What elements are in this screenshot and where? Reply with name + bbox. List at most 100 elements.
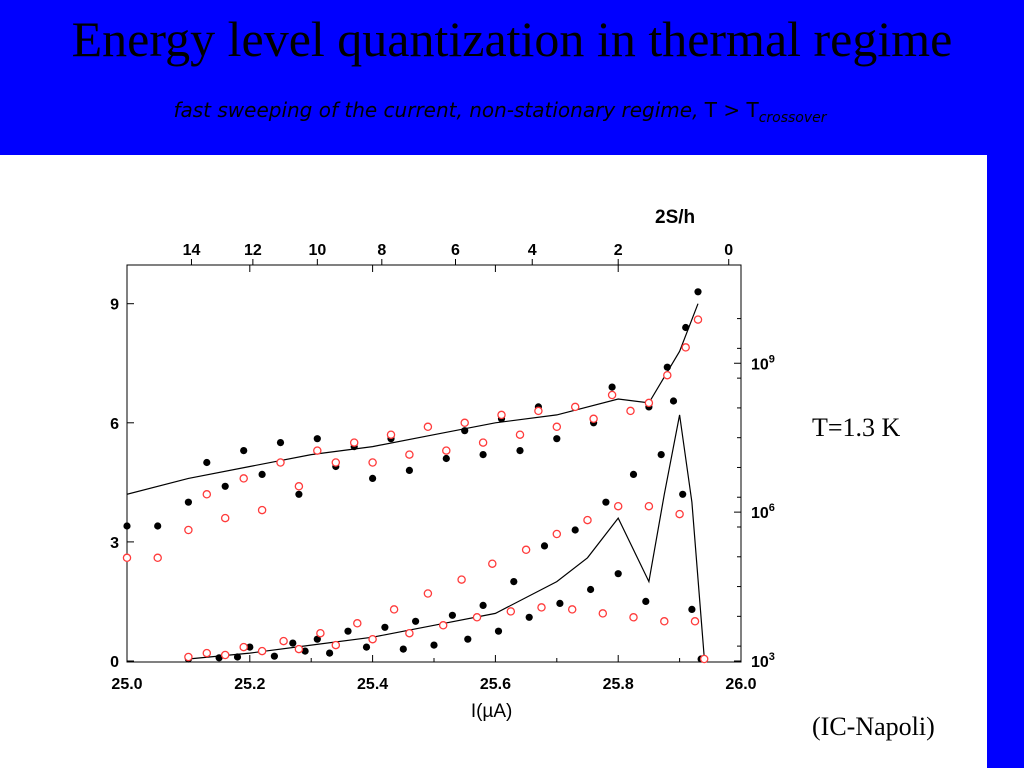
y-tick-label: 6 [110, 416, 119, 433]
data-point-filled-upper [203, 458, 211, 467]
data-point-open-lower [279, 636, 288, 646]
data-point-open-upper [478, 438, 488, 447]
data-point-open-lower [567, 605, 577, 614]
right-tick-label: 106 [751, 502, 775, 522]
data-point-filled-lower [510, 578, 518, 586]
x-axis-label: I(µA) [471, 701, 513, 722]
data-point-filled-lower [430, 641, 438, 649]
data-point-open-lower [613, 501, 623, 511]
data-point-filled-lower [233, 653, 242, 661]
data-point-open-lower [521, 545, 531, 555]
data-point-open-upper [460, 418, 469, 428]
data-point-open-upper [331, 458, 341, 467]
data-point-open-lower [552, 529, 562, 539]
data-point-filled-upper [663, 363, 671, 371]
data-point-filled-upper [369, 474, 377, 482]
data-point-filled-lower [479, 601, 487, 609]
data-point-filled-lower [688, 605, 696, 613]
data-point-filled-upper [184, 498, 192, 506]
x-tick-label: 25.8 [603, 676, 634, 693]
data-point-open-lower [583, 515, 592, 525]
data-point-open-upper [276, 458, 285, 467]
data-point-open-upper [153, 553, 162, 563]
data-point-filled-lower [679, 490, 687, 498]
data-point-open-lower [389, 605, 399, 614]
data-point-filled-lower [344, 627, 352, 635]
data-point-filled-upper [461, 427, 469, 435]
data-point-filled-lower [540, 542, 549, 550]
data-point-filled-upper [516, 447, 524, 455]
data-point-open-lower [699, 654, 709, 664]
data-point-filled-upper [123, 522, 131, 530]
data-point-open-upper [515, 430, 525, 439]
top-tick-label: 6 [451, 242, 460, 259]
data-point-open-lower [660, 617, 669, 626]
data-point-filled-lower [301, 647, 309, 655]
data-point-open-lower [316, 628, 325, 638]
x-tick-label: 25.6 [480, 676, 511, 693]
data-point-open-upper [386, 430, 396, 439]
data-point-filled-lower [657, 451, 665, 459]
data-point-open-lower [353, 619, 362, 628]
right-tick-label: 103 [751, 651, 775, 671]
x-tick-label: 25.2 [234, 676, 265, 693]
data-point-open-upper [294, 482, 304, 491]
data-point-open-lower [184, 652, 193, 662]
data-point-open-lower [423, 589, 433, 598]
data-point-filled-lower [246, 643, 254, 651]
subtitle-temperature-relation: T > T [704, 98, 759, 122]
data-point-open-lower [537, 603, 546, 612]
data-point-filled-upper [276, 439, 285, 447]
data-point-open-lower [368, 634, 377, 644]
top-tick-label: 4 [528, 242, 537, 259]
data-point-open-lower [405, 628, 414, 638]
data-point-open-upper [239, 474, 248, 483]
y-tick-label: 9 [110, 297, 119, 314]
data-point-open-lower [438, 621, 448, 630]
data-point-open-lower [690, 617, 700, 626]
credit-label: (IC-Napoli) [812, 712, 935, 741]
subtitle-text: fast sweeping of the current, non-statio… [173, 98, 705, 122]
data-point-open-lower [331, 640, 341, 650]
data-point-filled-upper [405, 466, 413, 474]
data-point-open-lower [644, 501, 654, 511]
data-point-open-lower [629, 613, 638, 622]
data-point-filled-lower [571, 526, 579, 534]
data-point-open-upper [626, 406, 635, 416]
data-point-filled-upper [240, 447, 248, 455]
data-point-filled-lower [448, 611, 456, 619]
slide-title: Energy level quantization in thermal reg… [71, 11, 953, 67]
data-point-filled-lower [602, 498, 610, 506]
data-point-filled-upper [553, 435, 561, 443]
data-point-filled-upper [295, 490, 303, 498]
data-point-filled-upper [479, 451, 487, 459]
data-point-open-upper [497, 410, 506, 420]
data-point-open-upper [681, 343, 690, 352]
data-point-open-lower [220, 650, 230, 660]
y-tick-label: 0 [110, 654, 119, 671]
data-point-open-upper [349, 438, 359, 447]
data-point-open-upper [589, 414, 598, 424]
temperature-label: T=1.3 K [812, 413, 901, 442]
data-point-open-upper [607, 390, 617, 400]
right-tick-base: 10 [751, 356, 769, 373]
x-tick-label: 25.0 [111, 676, 142, 693]
data-point-open-lower [506, 607, 516, 616]
top-tick-label: 0 [724, 242, 733, 259]
data-point-filled-lower [270, 652, 278, 660]
top-tick-label: 8 [377, 242, 386, 259]
data-point-open-upper [442, 446, 451, 455]
right-tick-exponent: 9 [769, 353, 775, 365]
data-point-filled-upper [682, 323, 690, 332]
right-tick-exponent: 3 [769, 651, 775, 663]
data-point-filled-lower [362, 643, 371, 651]
data-point-open-upper [202, 490, 212, 499]
right-tick-exponent: 6 [769, 502, 775, 514]
data-point-filled-upper [154, 522, 162, 530]
data-point-filled-lower [313, 635, 321, 643]
content-panel: 25.0 25.2 25.4 25.6 25.8 26.0 I(µA) 14 12 10 8 6 4 2 0… [0, 155, 987, 768]
data-point-filled-lower [215, 654, 223, 662]
data-point-open-lower [202, 648, 212, 658]
data-point-open-lower [294, 644, 304, 654]
data-point-open-upper [663, 370, 672, 380]
